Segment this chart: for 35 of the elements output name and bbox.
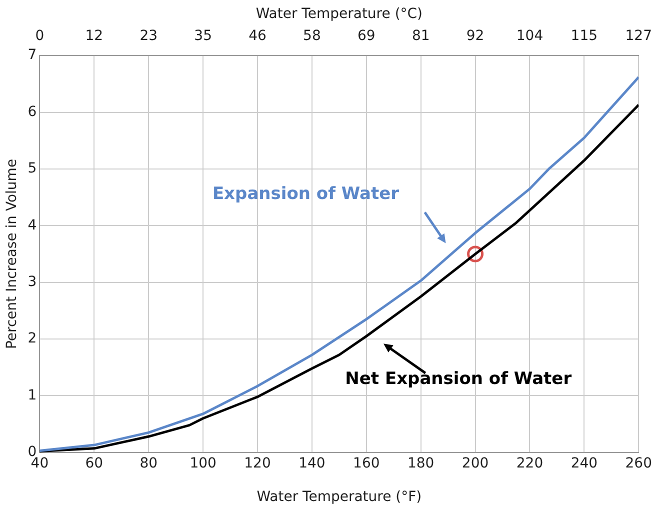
x-tick-label: 140 — [298, 455, 326, 472]
y-axis-title: Percent Increase in Volume — [4, 158, 20, 350]
x2-axis-title: Water Temperature (°C) — [256, 6, 423, 22]
y-tick-label: 3 — [28, 274, 37, 290]
x-tick-label: 100 — [190, 455, 216, 472]
y-tick-label: 2 — [28, 330, 37, 347]
y-tick-label: 7 — [28, 47, 37, 64]
x-tick-label: 160 — [353, 455, 380, 472]
y-tick-label: 1 — [28, 387, 37, 404]
x-tick-label: 260 — [625, 455, 652, 472]
x-tick-label: 40 — [30, 455, 49, 472]
x2-tick-label: 81 — [412, 28, 430, 44]
x2-tick-label: 58 — [303, 28, 321, 44]
x-tick-label: 180 — [407, 455, 434, 472]
x2-tick-label: 23 — [140, 28, 158, 44]
x-axis-title: Water Temperature (°F) — [256, 489, 422, 506]
x2-tick-label: 46 — [248, 28, 266, 44]
x-tick-label: 120 — [244, 455, 271, 472]
x2-tick-label: 104 — [516, 28, 544, 44]
x2-tick-label: 127 — [625, 28, 652, 44]
y-tick-label: 4 — [28, 217, 37, 234]
annotation: Net Expansion of Water — [345, 369, 572, 390]
x2-tick-label: 12 — [85, 28, 104, 44]
annotation: Expansion of Water — [212, 184, 400, 204]
x2-tick-label: 92 — [466, 28, 484, 44]
y-tick-label: 5 — [28, 160, 37, 177]
y-tick-label: 6 — [28, 104, 37, 120]
x2-tick-label: 115 — [570, 28, 598, 44]
x-tick-label: 200 — [462, 455, 489, 472]
x-tick-label: 80 — [140, 455, 158, 472]
x2-tick-label: 35 — [194, 28, 212, 44]
x2-tick-label: 69 — [357, 28, 376, 44]
x-tick-label: 240 — [570, 455, 598, 472]
x-tick-label: 60 — [85, 455, 104, 472]
x-tick-label: 220 — [516, 455, 544, 472]
